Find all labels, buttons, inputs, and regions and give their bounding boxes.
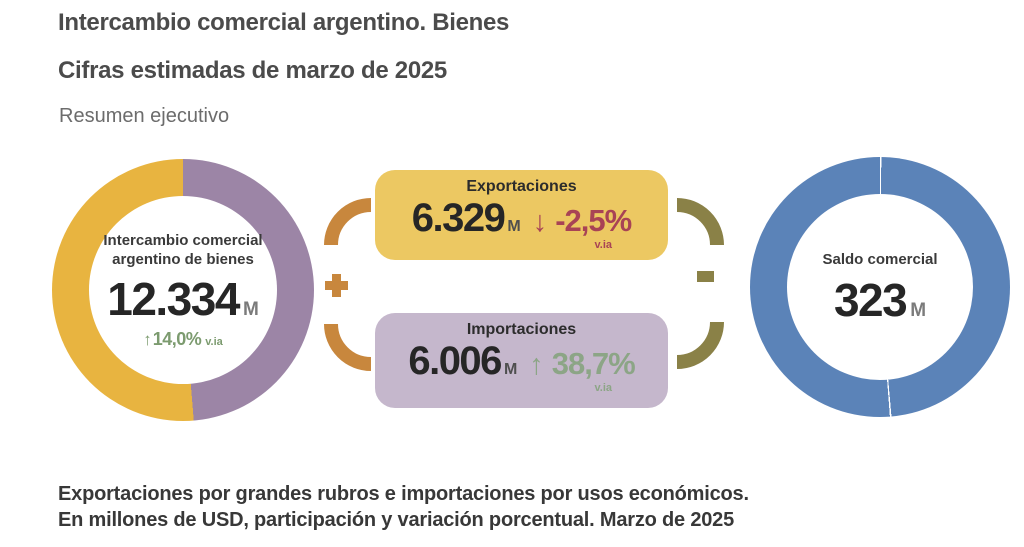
balance-value-row: 323 M (834, 277, 926, 323)
total-trade-donut-chart: Intercambio comercial argentino de biene… (52, 159, 314, 421)
imports-variation-suffix: v.ia (594, 382, 612, 394)
page-subtitle: Cifras estimadas de marzo de 2025 (58, 57, 447, 84)
minus-bracket-bottom-arc (676, 321, 724, 369)
section-label: Resumen ejecutivo (59, 105, 230, 127)
total-trade-unit: M (242, 299, 259, 321)
exports-unit: M (507, 218, 521, 235)
up-arrow-icon: ↑ (529, 349, 544, 381)
total-trade-donut-center: Intercambio comercial argentino de biene… (89, 196, 277, 384)
total-trade-label: Intercambio comercial argentino de biene… (103, 231, 263, 268)
plus-horizontal-bar (325, 281, 348, 290)
minus-operator-icon (697, 271, 714, 282)
imports-value-row: 6.006 M ↑ 38,7% (375, 341, 668, 381)
total-trade-variation-suffix: v.ia (205, 336, 223, 349)
page-title: Intercambio comercial argentino. Bienes (58, 9, 510, 36)
exports-value-row: 6.329 M ↓ -2,5% (375, 198, 668, 238)
exports-variation-value: -2,5% (555, 203, 632, 238)
up-arrow-icon: ↑ (143, 330, 152, 350)
down-arrow-icon: ↓ (532, 206, 548, 238)
imports-variation-value: 38,7% (551, 346, 636, 381)
caption: Exportaciones por grandes rubros e impor… (58, 481, 749, 533)
caption-line-1: Exportaciones por grandes rubros e impor… (58, 483, 749, 505)
imports-unit: M (503, 361, 518, 378)
balance-value: 323 (833, 273, 908, 326)
plus-bracket-bottom-arc (324, 323, 372, 371)
plus-vertical-bar (332, 274, 341, 297)
caption-line-2: En millones de USD, participación y vari… (58, 509, 735, 531)
exports-variation-suffix: v.ia (594, 239, 612, 251)
plus-bracket-top-arc (324, 198, 372, 246)
imports-box-title: Importaciones (466, 321, 577, 338)
total-trade-variation-value: 14,0% (152, 329, 202, 350)
balance-unit: M (910, 299, 927, 321)
total-trade-variation: ↑ 14,0% v.ia (143, 330, 223, 348)
imports-stat-box: Importaciones 6.006 M ↑ 38,7% v.ia (375, 313, 668, 408)
plus-operator-icon (325, 274, 348, 297)
minus-bracket-top-arc (676, 198, 724, 246)
imports-value: 6.006 (408, 339, 502, 383)
balance-donut-chart: Saldo comercial 323 M (750, 157, 1010, 417)
exports-box-title: Exportaciones (466, 178, 577, 195)
exports-stat-box: Exportaciones 6.329 M ↓ -2,5% v.ia (375, 170, 668, 260)
total-trade-value: 12.334 (107, 273, 240, 326)
balance-donut-center: Saldo comercial 323 M (787, 194, 973, 380)
total-trade-value-row: 12.334 M (107, 276, 259, 322)
balance-label: Saldo comercial (822, 251, 938, 269)
exports-value: 6.329 (411, 196, 506, 240)
